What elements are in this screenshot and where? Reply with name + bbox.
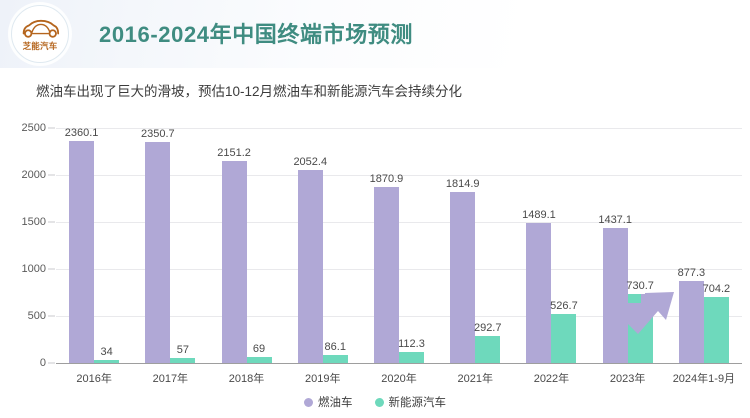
bar-group-bars: 2151.2 69: [208, 128, 284, 363]
y-axis-tick-mark: [48, 268, 55, 270]
bar-value-label: 730.7: [626, 280, 654, 293]
brand-logo-badge: 芝能汽车: [11, 5, 69, 63]
bar-group-bars: 877.3 704.2: [666, 128, 742, 363]
bar-value-label: 57: [176, 343, 189, 356]
bar-fuel[interactable]: 2052.4: [293, 156, 327, 363]
bar-value-label: 34: [100, 345, 113, 358]
bar-group: 1489.1 526.7 2022年: [513, 128, 589, 385]
y-axis-tick-mark: [48, 127, 55, 129]
legend-label-fuel: 燃油车: [318, 397, 353, 409]
x-axis-tick-label: 2023年: [609, 373, 646, 385]
bar-value-label: 1814.9: [445, 178, 480, 191]
brand-logo-text: 芝能汽车: [22, 40, 58, 51]
bar-value-label: 704.2: [702, 282, 731, 295]
bar-value-label: 2350.7: [141, 128, 175, 141]
bar-fuel[interactable]: 2360.1: [65, 127, 98, 363]
bar-group: 2052.4 86.1 2019年: [285, 128, 361, 385]
bar-nev[interactable]: 34: [94, 346, 120, 363]
bar-group-bars: 2052.4 86.1: [285, 128, 361, 363]
gridline: [56, 222, 742, 223]
y-axis-tick-label: 2500: [21, 122, 46, 134]
page-title: 2016-2024年中国终端市场预测: [99, 22, 414, 47]
bar-fuel[interactable]: 2151.2: [217, 147, 251, 363]
bar-fuel[interactable]: 1437.1: [598, 214, 632, 363]
bar-value-label: 2052.4: [293, 156, 328, 169]
bar-group-bars: 1870.9 112.3: [361, 128, 437, 363]
bar-group-bars: 1489.1 526.7: [513, 128, 589, 363]
x-axis-baseline: [56, 363, 742, 365]
car-outline-icon: [22, 19, 60, 38]
gridline: [56, 269, 742, 270]
bar-group: 2350.7 57 2017年: [132, 128, 208, 385]
bar-fuel[interactable]: 1489.1: [522, 209, 556, 363]
y-axis-tick-mark: [48, 174, 55, 176]
bar-fuel[interactable]: 877.3: [678, 267, 705, 363]
bar-value-label: 69: [252, 342, 266, 355]
legend-swatch-nev-icon: [374, 397, 384, 407]
legend-label-nev: 新能源汽车: [388, 397, 447, 409]
gridline: [56, 316, 742, 317]
bar-value-label: 292.7: [473, 321, 502, 334]
y-axis-tick-label: 2000: [21, 169, 46, 181]
bar-value-label: 877.3: [677, 266, 706, 279]
bar-group-bars: 2360.1 34: [56, 127, 132, 363]
gridline: [56, 128, 742, 129]
chart-subtitle: 燃油车出现了巨大的滑坡，预估10-12月燃油车和新能源汽车会持续分化: [36, 84, 463, 99]
down-right-arrow-icon: [620, 292, 674, 334]
y-axis-tick-mark: [48, 362, 55, 364]
bar-value-label: 2360.1: [64, 127, 99, 140]
x-axis-tick-label: 2022年: [533, 373, 570, 385]
y-axis-tick-mark: [48, 221, 55, 223]
bar-nev[interactable]: 69: [246, 343, 272, 363]
x-axis-tick-label: 2016年: [76, 373, 112, 385]
bar-fuel[interactable]: 1814.9: [446, 178, 480, 363]
x-axis-tick-label: 2024年1-9月: [672, 373, 736, 385]
page-header: 芝能汽车 2016-2024年中国终端市场预测: [0, 0, 750, 68]
gridline: [56, 175, 742, 176]
legend-swatch-fuel-icon: [304, 397, 313, 407]
bar-nev[interactable]: 292.7: [474, 322, 501, 363]
chart-container: 0 500 1000 1500 2000 2500 2360.1 34 2016年 2350.7 5…: [0, 112, 750, 418]
y-axis-tick-label: 1500: [21, 216, 46, 228]
legend-item-nev[interactable]: 新能源汽车: [374, 394, 447, 410]
bar-nev[interactable]: 704.2: [703, 283, 730, 363]
x-axis-tick-label: 2020年: [381, 373, 417, 385]
bar-value-label: 1870.9: [369, 173, 404, 186]
bar-value-label: 1489.1: [522, 209, 556, 222]
bar-value-label: 86.1: [324, 340, 346, 353]
bar-group: 2151.2 69 2018年: [208, 128, 284, 385]
bar-nev[interactable]: 112.3: [398, 338, 425, 363]
x-axis-tick-label: 2021年: [457, 373, 493, 385]
bar-group: 877.3 704.2 2024年1-9月: [666, 128, 742, 385]
bar-group-bars: 2350.7 57: [132, 128, 208, 363]
bar-fuel[interactable]: 1870.9: [370, 173, 403, 363]
bar-value-label: 526.7: [550, 299, 578, 312]
y-axis-tick-mark: [48, 315, 55, 317]
bar-nev[interactable]: 86.1: [322, 341, 348, 363]
bar-value-label: 112.3: [398, 338, 425, 351]
y-axis-tick-label: 0: [39, 357, 46, 369]
bar-nev[interactable]: 57: [170, 344, 196, 363]
legend-item-fuel[interactable]: 燃油车: [304, 394, 353, 410]
bar-group: 1814.9 292.7 2021年: [437, 128, 513, 385]
bar-group-bars: 1814.9 292.7: [437, 128, 513, 363]
y-axis-tick-label: 1000: [21, 263, 46, 275]
bar-group: 1870.9 112.3 2020年: [361, 128, 437, 385]
chart-legend: 燃油车 新能源汽车: [0, 394, 750, 410]
x-axis-tick-label: 2017年: [152, 373, 189, 385]
bar-group: 2360.1 34 2016年: [56, 127, 132, 385]
bar-fuel[interactable]: 2350.7: [141, 128, 175, 363]
x-axis-tick-label: 2018年: [228, 373, 265, 385]
bar-nev[interactable]: 526.7: [550, 300, 578, 363]
bar-value-label: 2151.2: [217, 146, 251, 159]
y-axis-tick-label: 500: [27, 310, 46, 322]
bar-value-label: 1437.1: [598, 213, 632, 226]
x-axis-tick-label: 2019年: [305, 373, 341, 385]
